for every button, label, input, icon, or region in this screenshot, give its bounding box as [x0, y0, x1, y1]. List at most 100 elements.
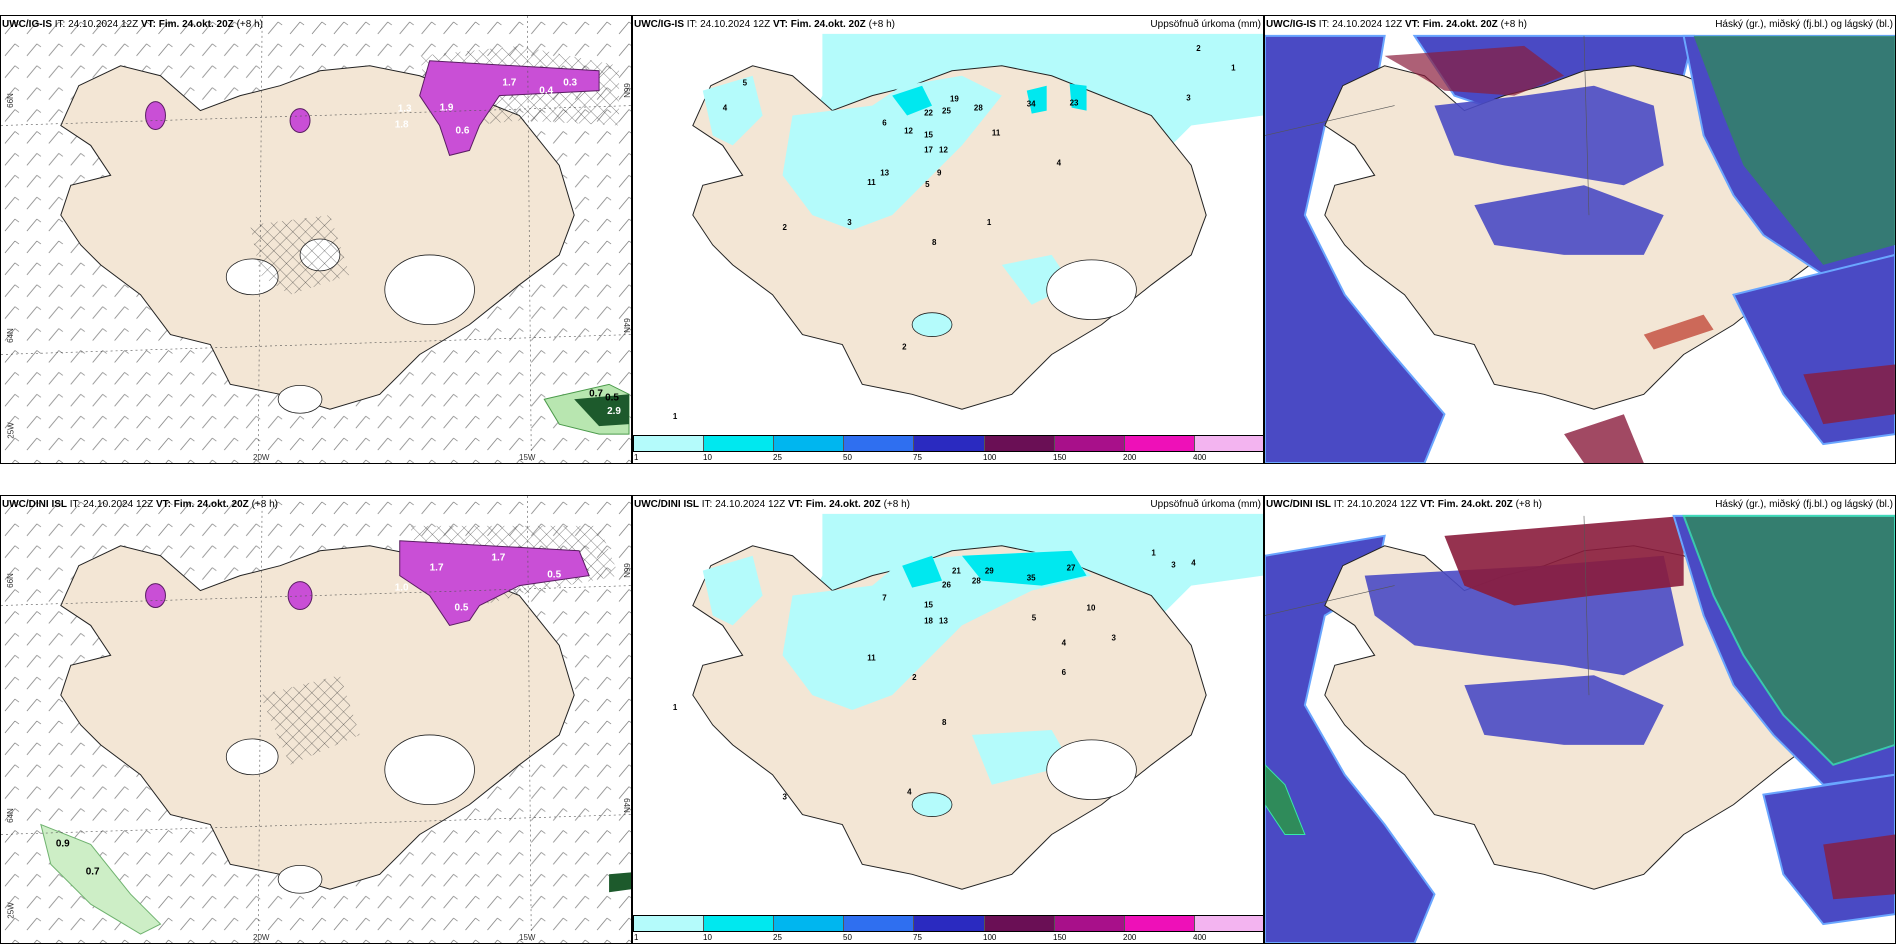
precip-mid-area — [1069, 83, 1087, 111]
value-label: 0.5 — [455, 602, 469, 613]
panel-header: UWC/DINI ISL IT: 24.10.2024 12Z VT: Fim.… — [634, 497, 1261, 513]
value-label: 5 — [1032, 613, 1037, 622]
lead-time: (+8 h) — [236, 19, 263, 30]
value-label: 26 — [942, 581, 951, 590]
panel-top-mid: UWC/IG-IS IT: 24.10.2024 12Z VT: Fim. 24… — [632, 15, 1264, 464]
value-label: 1.7 — [491, 553, 505, 564]
colorbar-tick: 50 — [843, 453, 852, 462]
map-clouds — [1265, 514, 1895, 943]
lead-time: (+8 h) — [883, 499, 910, 510]
valid-label: VT: — [1404, 19, 1420, 30]
value-label: 5 — [925, 180, 930, 189]
low-cloud-area — [1434, 85, 1664, 186]
panel-title: Uppsöfnuð úrkoma (mm) — [1150, 19, 1261, 30]
value-label: 0.7 — [589, 388, 603, 399]
init-time: IT: 24.10.2024 12Z — [69, 499, 154, 510]
glacier — [911, 792, 953, 817]
lat-label-right: 66N — [621, 563, 631, 578]
rain-area — [40, 823, 162, 935]
colorbar-cell — [1124, 916, 1195, 931]
value-label: 1.0 — [395, 583, 409, 594]
value-label: 0.4 — [539, 86, 553, 97]
value-label: 9 — [937, 168, 942, 177]
value-label: 1 — [673, 412, 678, 421]
colorbar-tick: 150 — [1053, 933, 1067, 942]
init-time: IT: 24.10.2024 12Z — [686, 19, 771, 30]
glacier — [277, 864, 323, 894]
glacier — [1046, 739, 1137, 801]
glacier — [225, 738, 279, 776]
colorbar-cell — [1054, 436, 1125, 451]
value-label: 17 — [924, 145, 933, 154]
rain-area — [609, 872, 631, 893]
precip-mid-area — [892, 85, 933, 116]
snow-area — [145, 583, 166, 608]
colorbar-cell — [1194, 436, 1263, 451]
map-precipitation: 2 1 3 5 4 6 22 25 19 28 34 23 12 15 17 1… — [673, 33, 1263, 421]
lat-label: 25W — [6, 422, 16, 439]
snow-area — [287, 581, 313, 610]
value-label: 34 — [1027, 100, 1036, 109]
graticule — [1, 814, 631, 835]
valid-label: VT: — [155, 499, 171, 510]
lat-label: 66N — [5, 93, 15, 108]
lat-label-right: 64N — [621, 318, 631, 333]
lat-label-right: 64N — [621, 798, 631, 813]
colorbar-tick: 400 — [1193, 933, 1207, 942]
valid-time: Fim. 24.okt. 20Z — [1422, 19, 1498, 30]
valid-time: Fim. 24.okt. 20Z — [173, 499, 249, 510]
precip-light-area — [971, 729, 1072, 785]
colorbar-tick: 100 — [983, 453, 997, 462]
value-label: 4 — [1191, 559, 1196, 568]
value-label: 2 — [912, 673, 917, 682]
colorbar-cell — [984, 436, 1055, 451]
lead-time: (+8 h) — [868, 19, 895, 30]
model-name: UWC/IG-IS — [634, 19, 684, 30]
value-label: 25 — [942, 107, 951, 116]
value-label: 2 — [1196, 44, 1201, 53]
graticule — [1, 585, 631, 606]
colorbar-tick: 200 — [1123, 453, 1137, 462]
glacier — [384, 734, 475, 806]
value-label: 4 — [1062, 638, 1067, 647]
lat-label: 66N — [5, 573, 15, 588]
border-line — [1583, 35, 1590, 216]
lat-label: 64N — [5, 808, 15, 823]
graticule — [1, 334, 631, 355]
model-name: UWC/DINI ISL — [634, 499, 699, 510]
colorbar-cell — [704, 436, 775, 451]
colorbar-cell — [914, 916, 985, 931]
colorbar-tick: 200 — [1123, 933, 1137, 942]
colorbar-tick: 75 — [913, 933, 922, 942]
precip-mid-area — [902, 555, 943, 588]
init-time: IT: 24.10.2024 12Z — [1333, 499, 1418, 510]
value-label: 0.5 — [547, 570, 561, 581]
value-label: 11 — [867, 653, 876, 662]
glacier — [277, 384, 323, 414]
model-name: UWC/DINI ISL — [1266, 499, 1331, 510]
value-label: 7 — [882, 594, 887, 603]
value-label: 0.9 — [56, 838, 70, 849]
lat-label-right: 66N — [621, 83, 631, 98]
low-cloud-area — [1474, 185, 1664, 255]
value-label: 15 — [924, 601, 933, 610]
map-precipitation: 3 4 1 21 26 28 29 35 27 15 18 13 11 7 10… — [673, 513, 1263, 890]
value-label: 1 — [673, 703, 678, 712]
valid-time: Fim. 24.okt. 20Z — [158, 19, 234, 30]
precip-light-area — [702, 75, 763, 146]
colorbar-cell — [634, 436, 705, 451]
value-label: 1 — [1151, 549, 1156, 558]
lon-label: 20W — [253, 453, 270, 462]
value-label: 1 — [987, 218, 992, 227]
lead-time: (+8 h) — [1500, 19, 1527, 30]
snow-area — [399, 540, 590, 626]
border-line — [1265, 105, 1395, 136]
colorbar-cell — [634, 916, 705, 931]
value-label: 1 — [1231, 64, 1236, 73]
model-name: UWC/DINI ISL — [2, 499, 67, 510]
value-label: 4 — [1057, 158, 1062, 167]
panel-header: UWC/IG-IS IT: 24.10.2024 12Z VT: Fim. 24… — [2, 17, 629, 33]
mid-cloud-area — [1823, 834, 1895, 900]
value-label: 2 — [783, 223, 788, 232]
init-time: IT: 24.10.2024 12Z — [1318, 19, 1403, 30]
